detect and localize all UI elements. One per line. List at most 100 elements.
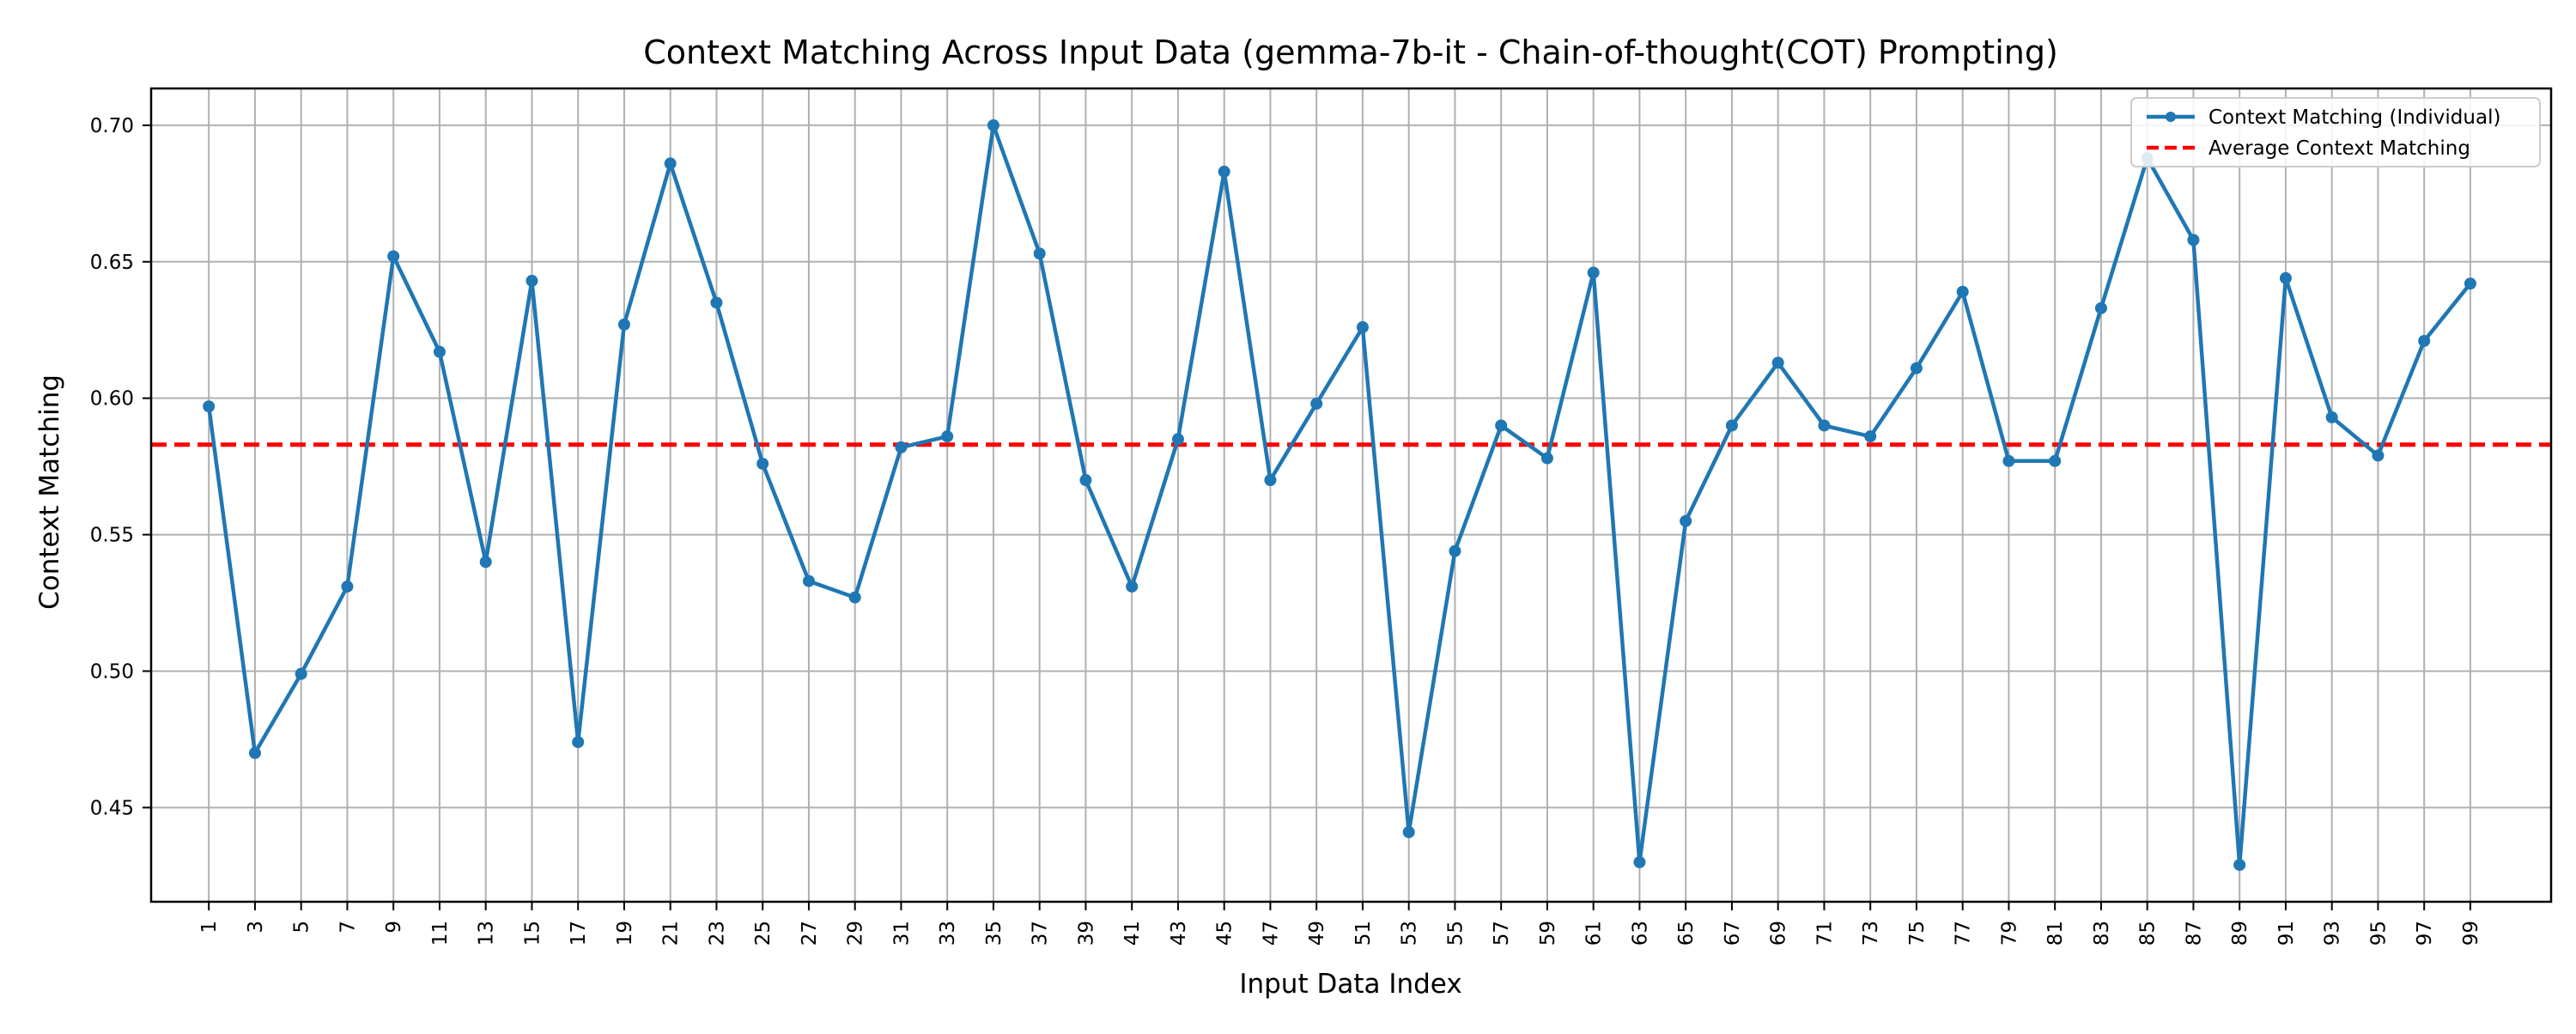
data-point: [617, 318, 630, 331]
data-point: [1126, 580, 1139, 593]
x-tick-label: 33: [937, 921, 959, 946]
data-point: [1264, 474, 1277, 487]
data-point: [203, 400, 216, 413]
x-tick-label: 21: [660, 921, 683, 946]
x-tick-label: 35: [983, 921, 1005, 946]
data-point: [387, 250, 400, 263]
x-tick-label: 65: [1675, 921, 1698, 946]
data-point: [1218, 165, 1230, 178]
data-point: [1680, 514, 1692, 527]
data-point: [1771, 356, 1784, 369]
x-tick-label: 41: [1121, 921, 1144, 946]
data-point: [1310, 398, 1323, 411]
y-tick-label: 0.45: [90, 797, 134, 819]
data-point: [987, 119, 999, 131]
y-tick-label: 0.70: [90, 115, 134, 137]
data-point: [2418, 334, 2431, 347]
x-tick-label: 73: [1860, 921, 1882, 946]
x-tick-label: 81: [2044, 921, 2067, 946]
data-point: [2325, 411, 2338, 423]
data-point: [1818, 419, 1831, 432]
y-tick-label: 0.50: [90, 660, 134, 683]
x-tick-label: 37: [1030, 921, 1052, 946]
data-point: [1171, 433, 1184, 446]
y-axis-label: Context Matching: [34, 374, 65, 610]
x-tick-label: 9: [383, 921, 405, 934]
data-point: [1956, 285, 1969, 298]
data-point: [433, 345, 446, 358]
x-tick-label: 93: [2322, 921, 2344, 946]
axis-ticks: 1 3 5 7 9 11 13 15 17 19 21 23 25 27 29 31 33 35 37 39 41 43 4…: [90, 115, 2482, 946]
data-point: [895, 441, 908, 453]
data-point: [341, 580, 354, 593]
y-tick-label: 0.65: [90, 252, 134, 274]
data-point: [1402, 825, 1415, 838]
chart-title: Context Matching Across Input Data (gemm…: [643, 33, 2058, 71]
x-tick-label: 3: [245, 921, 267, 934]
data-point: [941, 430, 954, 443]
x-tick-label: 31: [890, 921, 913, 946]
data-point: [1725, 419, 1738, 432]
data-point: [295, 667, 307, 680]
data-point: [1033, 247, 1046, 260]
data-point: [1864, 430, 1877, 443]
x-tick-label: 75: [1906, 921, 1929, 946]
y-tick-label: 0.60: [90, 388, 134, 411]
x-tick-label: 49: [1306, 921, 1328, 946]
data-point: [526, 275, 538, 288]
plot-frame: [149, 87, 2553, 903]
data-point: [2187, 234, 2200, 246]
data-point: [2233, 859, 2246, 872]
x-tick-label: 27: [799, 921, 821, 946]
legend-series-marker: [2166, 112, 2176, 122]
x-tick-label: 17: [568, 921, 590, 946]
x-tick-label: 7: [337, 921, 359, 934]
x-tick-label: 97: [2414, 921, 2436, 946]
x-tick-label: 53: [1399, 921, 1421, 946]
x-tick-label: 71: [1814, 921, 1836, 946]
x-tick-label: 69: [1768, 921, 1790, 946]
x-tick-label: 25: [752, 921, 775, 946]
x-tick-label: 47: [1260, 921, 1282, 946]
data-point: [1495, 419, 1508, 432]
data-point: [756, 457, 769, 470]
x-tick-label: 29: [845, 921, 867, 946]
x-tick-label: 63: [1629, 921, 1651, 946]
data-point: [2002, 454, 2015, 467]
data-point: [2094, 301, 2107, 314]
x-tick-label: 15: [521, 921, 544, 946]
data-point: [848, 591, 861, 604]
data-point: [1449, 544, 1461, 557]
x-tick-label: 83: [2091, 921, 2113, 946]
x-tick-label: 95: [2367, 921, 2390, 946]
x-tick-label: 79: [1998, 921, 2020, 946]
x-axis-label: Input Data Index: [1239, 969, 1461, 1000]
series-layer: [203, 119, 2476, 872]
x-tick-label: 43: [1168, 921, 1190, 946]
legend: Context Matching (Individual) Average Co…: [2130, 97, 2541, 167]
data-point: [2372, 449, 2385, 462]
y-tick-label: 0.55: [90, 525, 134, 547]
data-point: [664, 157, 677, 170]
data-point: [1587, 266, 1600, 279]
x-tick-label: 11: [429, 921, 452, 946]
x-tick-label: 23: [706, 921, 728, 946]
x-tick-label: 77: [1953, 921, 1975, 946]
data-point: [2049, 454, 2062, 467]
data-point: [479, 556, 492, 569]
x-tick-label: 89: [2229, 921, 2251, 946]
legend-box: [2130, 97, 2541, 167]
x-tick-label: 61: [1583, 921, 1606, 946]
data-point: [710, 296, 723, 309]
grid-lines: [151, 88, 2551, 902]
x-tick-label: 19: [614, 921, 636, 946]
data-point: [1633, 855, 1646, 868]
series-line-individual: [206, 123, 2472, 867]
x-tick-label: 45: [1214, 921, 1236, 946]
data-point: [1356, 321, 1369, 334]
x-tick-label: 1: [198, 921, 221, 934]
x-tick-label: 67: [1722, 921, 1744, 946]
x-tick-label: 59: [1537, 921, 1559, 946]
